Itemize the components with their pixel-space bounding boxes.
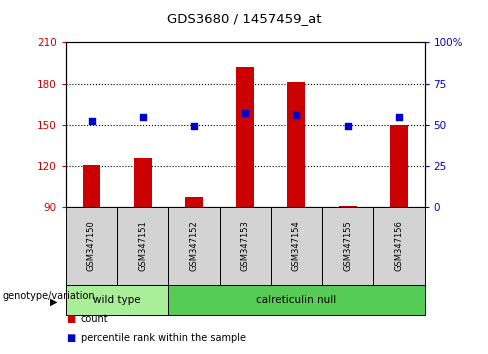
Text: genotype/variation: genotype/variation <box>2 291 95 301</box>
Bar <box>339 206 357 207</box>
Bar <box>287 82 305 207</box>
Point <box>242 110 249 116</box>
Text: ▶: ▶ <box>50 297 58 307</box>
Text: percentile rank within the sample: percentile rank within the sample <box>81 333 245 343</box>
Text: ■: ■ <box>66 314 75 324</box>
Text: ■: ■ <box>66 333 75 343</box>
Text: GSM347151: GSM347151 <box>138 221 147 272</box>
Text: GDS3680 / 1457459_at: GDS3680 / 1457459_at <box>167 12 321 25</box>
Text: wild type: wild type <box>93 295 141 305</box>
Text: calreticulin null: calreticulin null <box>256 295 337 305</box>
Bar <box>236 67 254 207</box>
Bar <box>134 158 152 207</box>
Bar <box>185 198 203 207</box>
Point <box>88 119 96 124</box>
Text: GSM347156: GSM347156 <box>394 221 404 272</box>
Text: GSM347150: GSM347150 <box>87 221 96 272</box>
Text: count: count <box>81 314 108 324</box>
Point <box>190 124 198 129</box>
Bar <box>82 165 101 207</box>
Text: GSM347154: GSM347154 <box>292 221 301 272</box>
Text: GSM347153: GSM347153 <box>241 221 250 272</box>
Point <box>293 112 301 118</box>
Point <box>395 114 403 119</box>
Text: GSM347155: GSM347155 <box>343 221 352 272</box>
Bar <box>390 125 408 207</box>
Point <box>139 114 147 119</box>
Text: GSM347152: GSM347152 <box>189 221 199 272</box>
Point <box>344 124 352 129</box>
